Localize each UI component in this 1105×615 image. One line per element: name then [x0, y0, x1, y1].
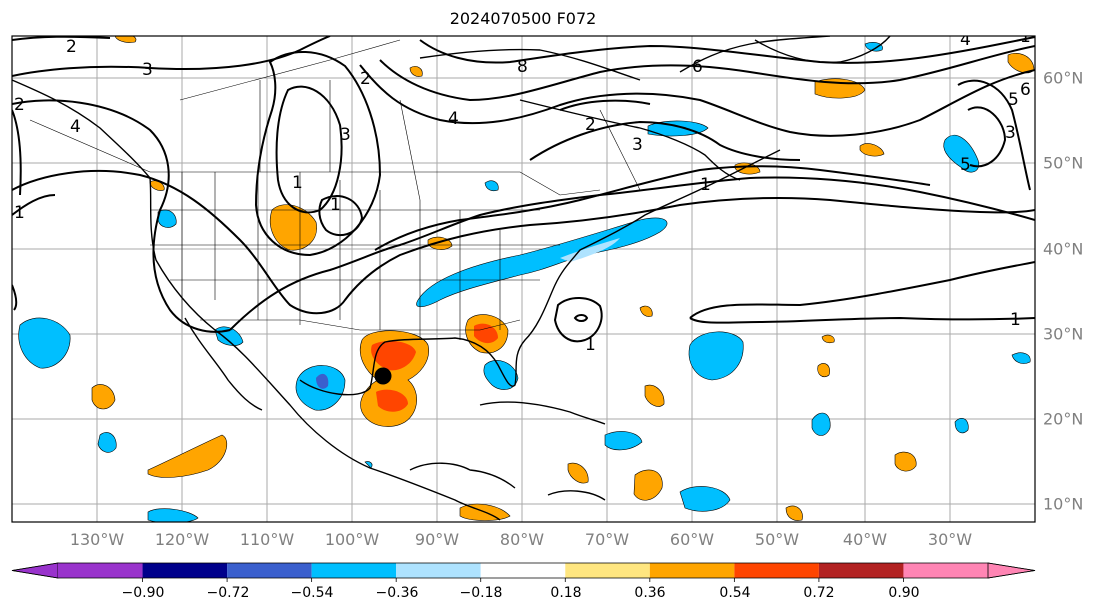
- storm-center-dot: [374, 367, 392, 385]
- colorbar-tick-label: −0.54: [290, 585, 334, 601]
- longitude-label: 60°W: [669, 530, 715, 549]
- colorbar-tick-label: 0.18: [550, 585, 582, 601]
- contour-label: 2: [66, 37, 77, 57]
- latitude-label: 30°N: [1043, 324, 1084, 344]
- colorbar-segment: [818, 563, 904, 578]
- colorbar-segment: [903, 563, 988, 578]
- state-borders: [29, 39, 641, 340]
- contour-label: 1: [700, 175, 711, 195]
- contour-label: 4: [70, 117, 81, 137]
- colorbar: [11, 562, 1036, 582]
- longitude-label: 110°W: [239, 530, 295, 549]
- contour-label: 1: [14, 203, 25, 223]
- contour-label: 2: [14, 95, 25, 115]
- contour-label: 1: [1020, 27, 1031, 47]
- contour-label: 8: [517, 57, 528, 77]
- colorbar-segment: [58, 563, 143, 578]
- colorbar-tick-label: −0.90: [121, 585, 165, 601]
- positive-anomaly-shading: [91, 36, 1035, 521]
- longitude-label: 40°W: [842, 530, 888, 549]
- map-frame: [11, 35, 1036, 523]
- colorbar-segment: [649, 563, 735, 578]
- colorbar-segment: [311, 563, 397, 578]
- longitude-label: 50°W: [754, 530, 800, 549]
- colorbar-segment: [396, 563, 481, 578]
- contour-label: 4: [960, 30, 971, 50]
- latitude-label: 20°N: [1043, 409, 1084, 429]
- latitude-label: 60°N: [1043, 68, 1084, 88]
- longitude-label: 90°W: [414, 530, 460, 549]
- colorbar-tick-label: −0.18: [459, 585, 503, 601]
- colorbar-segment: [565, 563, 650, 578]
- contour-label: 1: [330, 195, 341, 215]
- geopotential-contours: [12, 36, 1035, 343]
- longitude-label: 100°W: [324, 530, 380, 549]
- contour-label: 2: [360, 69, 371, 89]
- contour-label: 1: [1010, 310, 1021, 330]
- negative-anomaly-shading: [18, 42, 1031, 522]
- contour-label: 1: [292, 173, 303, 193]
- contour-label: 6: [1020, 80, 1031, 100]
- longitude-label: 120°W: [154, 530, 210, 549]
- contour-label: 3: [340, 125, 351, 145]
- latitude-label: 40°N: [1043, 239, 1084, 259]
- contour-label: 4: [448, 109, 459, 129]
- colorbar-tick-label: 0.72: [803, 585, 835, 601]
- colorbar-segment: [227, 563, 312, 578]
- latitude-label: 10°N: [1043, 494, 1084, 514]
- contour-label: 1: [585, 335, 596, 355]
- strong-positive-anomaly-shading: [371, 323, 498, 412]
- colorbar-outline: [11, 562, 1036, 579]
- contour-label: 2: [585, 115, 596, 135]
- colorbar-tick-label: 0.54: [719, 585, 751, 601]
- longitude-label: 130°W: [69, 530, 125, 549]
- map-title: 2024070500 F072: [449, 9, 597, 28]
- contour-label: 3: [1005, 123, 1016, 143]
- colorbar-tick-label: −0.36: [375, 585, 419, 601]
- colorbar-tick-label: 0.36: [634, 585, 666, 601]
- colorbar-segment: [734, 563, 819, 578]
- gridlines: [12, 36, 1035, 522]
- longitude-label: 80°W: [499, 530, 545, 549]
- colorbar-extend-max: [987, 562, 1036, 579]
- colorbar-tick-label: −0.72: [206, 585, 250, 601]
- longitude-label: 30°W: [927, 530, 973, 549]
- colorbar-segment: [142, 563, 228, 578]
- colorbar-extend-min: [11, 562, 59, 579]
- strong-negative-anomaly-shading: [316, 373, 329, 389]
- contour-label: 3: [142, 60, 153, 80]
- colorbar-tick-label: 0.90: [888, 585, 920, 601]
- latitude-label: 50°N: [1043, 153, 1084, 173]
- contour-label: 5: [960, 155, 971, 175]
- contour-label: 6: [692, 57, 703, 77]
- contour-label: 5: [1008, 90, 1019, 110]
- longitude-label: 70°W: [584, 530, 630, 549]
- colorbar-segment: [480, 563, 566, 578]
- contour-label: 3: [632, 135, 643, 155]
